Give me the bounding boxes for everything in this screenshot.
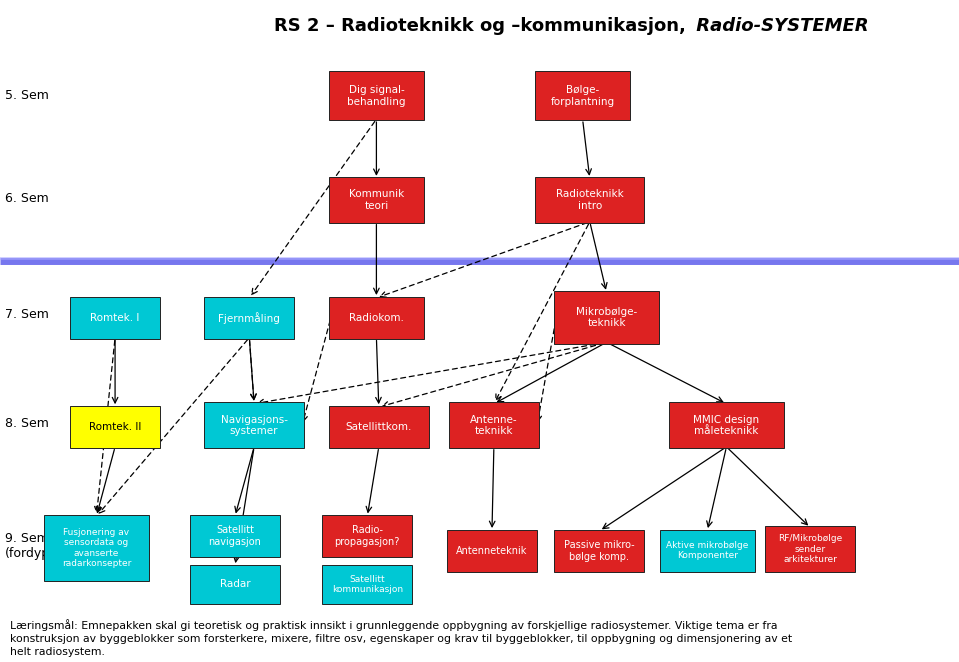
FancyBboxPatch shape <box>190 565 280 604</box>
Text: RS 2 – Radioteknikk og –kommunikasjon,: RS 2 – Radioteknikk og –kommunikasjon, <box>273 17 686 34</box>
Text: Mikrobølge-
teknikk: Mikrobølge- teknikk <box>576 307 637 328</box>
FancyBboxPatch shape <box>535 71 630 120</box>
FancyBboxPatch shape <box>449 402 539 448</box>
FancyBboxPatch shape <box>70 297 160 339</box>
Text: RF/Mikrobølge
sender
arkitekturer: RF/Mikrobølge sender arkitekturer <box>779 534 842 564</box>
FancyBboxPatch shape <box>322 565 412 604</box>
FancyBboxPatch shape <box>329 297 424 339</box>
Text: Fjernmåling: Fjernmåling <box>219 312 280 324</box>
Text: Radioteknikk
intro: Radioteknikk intro <box>556 189 623 211</box>
FancyBboxPatch shape <box>535 177 644 223</box>
Text: Radar: Radar <box>220 579 250 589</box>
FancyBboxPatch shape <box>190 515 280 557</box>
FancyBboxPatch shape <box>44 515 149 581</box>
FancyBboxPatch shape <box>447 530 537 572</box>
Text: Dig signal-
behandling: Dig signal- behandling <box>347 85 406 107</box>
Text: Antenne-
teknikk: Antenne- teknikk <box>470 414 518 436</box>
Text: 5. Sem: 5. Sem <box>5 89 49 103</box>
Text: Romtek. II: Romtek. II <box>89 422 141 432</box>
FancyBboxPatch shape <box>660 530 755 572</box>
Text: 7. Sem: 7. Sem <box>5 308 49 321</box>
Text: Satellitt
kommunikasjon: Satellitt kommunikasjon <box>332 575 403 594</box>
Text: Læringsmål: Emnepakken skal gi teoretisk og praktisk innsikt i grunnleggende opp: Læringsmål: Emnepakken skal gi teoretisk… <box>10 619 792 657</box>
Text: Radio-
propagasjon?: Radio- propagasjon? <box>335 526 400 547</box>
Text: Romtek. I: Romtek. I <box>90 312 140 323</box>
Text: 9. Sem
(fordypningstema): 9. Sem (fordypningstema) <box>5 532 121 560</box>
Text: 6. Sem: 6. Sem <box>5 192 49 205</box>
Text: Radiokom.: Radiokom. <box>349 312 404 323</box>
Text: 8. Sem: 8. Sem <box>5 417 49 430</box>
FancyBboxPatch shape <box>554 530 644 572</box>
Text: MMIC design
måleteknikk: MMIC design måleteknikk <box>693 414 760 436</box>
FancyBboxPatch shape <box>329 406 429 448</box>
Text: Antenneteknik: Antenneteknik <box>456 545 527 556</box>
Text: Aktive mikrobølge
Komponenter: Aktive mikrobølge Komponenter <box>667 541 748 561</box>
FancyBboxPatch shape <box>322 515 412 557</box>
Text: Fusjonering av
sensordata og
avanserte
radarkonsepter: Fusjonering av sensordata og avanserte r… <box>61 528 131 568</box>
Text: Passive mikro-
bølge komp.: Passive mikro- bølge komp. <box>564 540 635 561</box>
FancyBboxPatch shape <box>669 402 784 448</box>
FancyBboxPatch shape <box>204 402 304 448</box>
Text: Radio-SYSTEMER: Radio-SYSTEMER <box>690 17 869 34</box>
Text: Kommunik
teori: Kommunik teori <box>349 189 404 211</box>
FancyBboxPatch shape <box>329 71 424 120</box>
Text: Navigasjons-
systemer: Navigasjons- systemer <box>221 414 288 436</box>
FancyBboxPatch shape <box>554 291 659 344</box>
FancyBboxPatch shape <box>765 526 855 572</box>
Text: Bølge-
forplantning: Bølge- forplantning <box>550 85 615 107</box>
FancyBboxPatch shape <box>204 297 294 339</box>
Text: Satellitt
navigasjon: Satellitt navigasjon <box>208 526 262 547</box>
FancyBboxPatch shape <box>70 406 160 448</box>
Text: Satellittkom.: Satellittkom. <box>345 422 412 432</box>
FancyBboxPatch shape <box>329 177 424 223</box>
